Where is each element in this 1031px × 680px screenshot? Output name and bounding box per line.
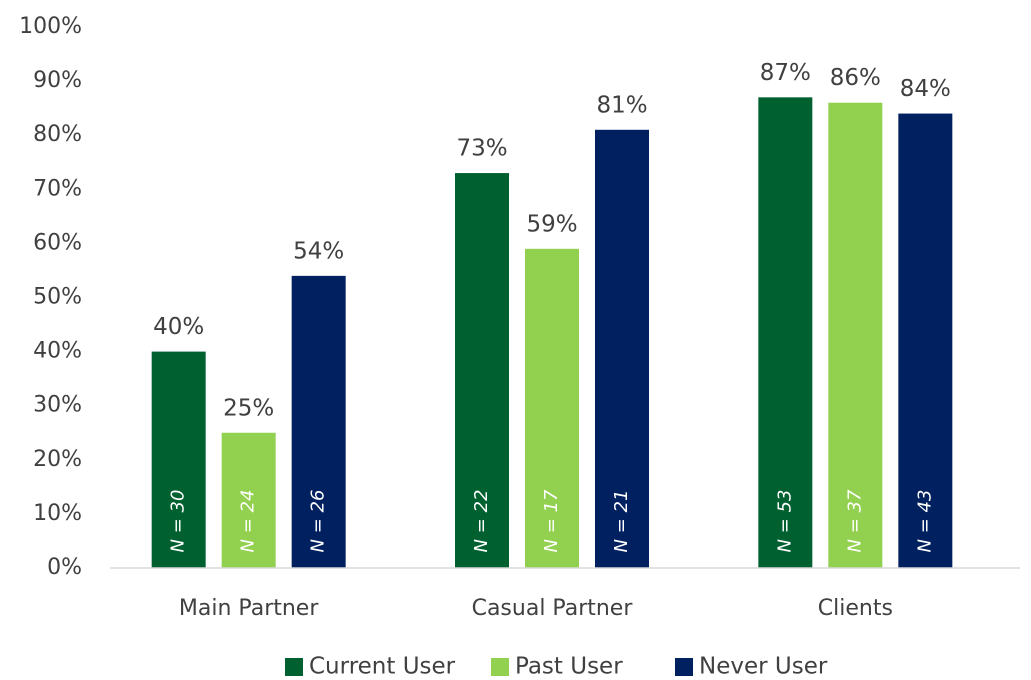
y-tick-label: 0% <box>47 555 82 580</box>
y-tick-label: 60% <box>33 230 82 255</box>
bar <box>758 97 813 568</box>
y-tick-label: 50% <box>33 285 82 310</box>
value-label: 87% <box>760 60 811 86</box>
n-label: N = 37 <box>844 489 865 552</box>
bar <box>525 248 579 568</box>
legend-label: Current User <box>309 654 456 680</box>
bar <box>291 275 346 568</box>
y-tick-label: 10% <box>33 501 82 526</box>
x-tick-label: Casual Partner <box>472 596 634 621</box>
n-label: N = 53 <box>774 490 795 553</box>
bar <box>221 432 276 568</box>
y-tick-label: 20% <box>33 447 82 472</box>
x-tick-label: Main Partner <box>179 596 319 621</box>
bar <box>898 113 953 568</box>
legend-label: Past User <box>515 654 623 680</box>
value-label: 73% <box>456 136 507 162</box>
n-label: N = 26 <box>308 490 329 553</box>
n-label: N = 24 <box>238 490 259 553</box>
value-label: 25% <box>223 395 274 421</box>
y-tick-label: 30% <box>33 393 82 418</box>
bar <box>151 351 206 568</box>
y-tick-label: 90% <box>33 68 82 93</box>
bar <box>828 102 883 569</box>
legend-label: Never User <box>699 654 828 680</box>
n-label: N = 17 <box>541 489 562 552</box>
bar <box>455 173 509 568</box>
legend-swatch <box>285 658 303 676</box>
x-tick-label: Clients <box>818 596 893 621</box>
value-label: 40% <box>153 314 204 340</box>
y-tick-label: 100% <box>19 14 82 39</box>
bar <box>595 129 649 569</box>
n-label: N = 43 <box>914 490 935 553</box>
legend-swatch <box>675 658 693 676</box>
value-label: 59% <box>526 211 577 237</box>
n-label: N = 21 <box>611 490 632 553</box>
y-tick-label: 70% <box>33 176 82 201</box>
legend-swatch <box>491 658 509 676</box>
y-tick-label: 40% <box>33 339 82 364</box>
value-label: 81% <box>596 92 647 118</box>
value-label: 86% <box>830 65 881 91</box>
y-tick-label: 80% <box>33 122 82 147</box>
value-label: 54% <box>293 238 344 264</box>
n-label: N = 30 <box>168 490 189 553</box>
value-label: 84% <box>900 76 951 102</box>
n-label: N = 22 <box>471 490 492 553</box>
